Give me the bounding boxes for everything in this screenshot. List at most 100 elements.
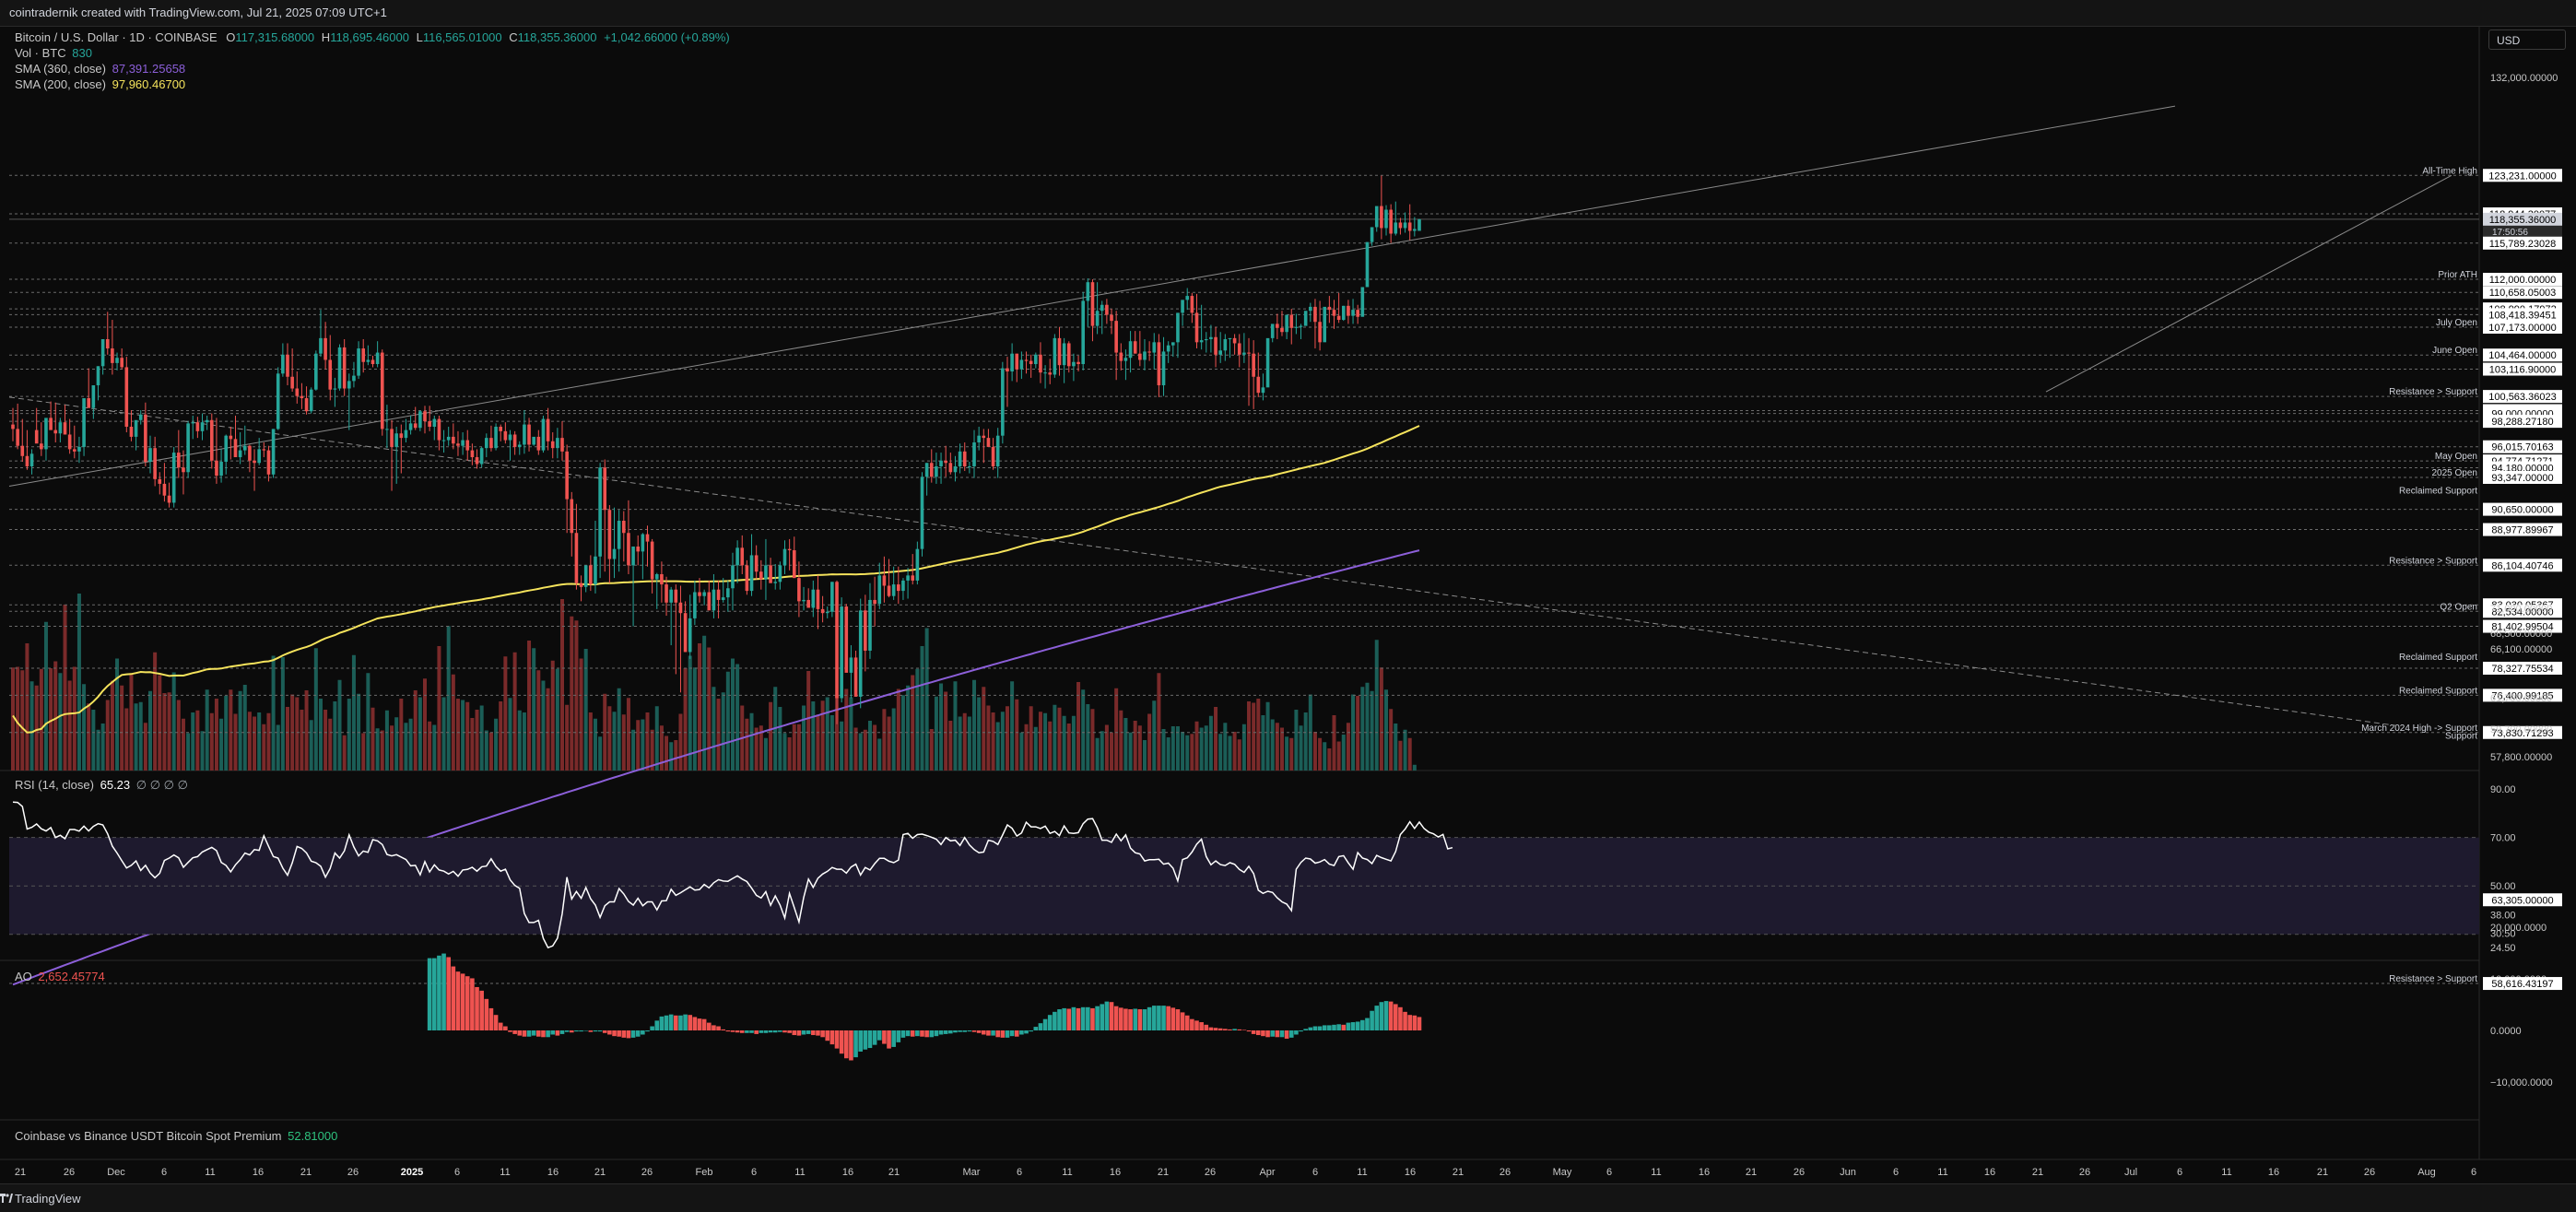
candle-body bbox=[1043, 372, 1047, 374]
ao-bar bbox=[1005, 1030, 1010, 1038]
ao-bar bbox=[1303, 1029, 1308, 1030]
volume-bar bbox=[1137, 725, 1142, 771]
time-tick: 21 bbox=[1746, 1167, 1757, 1178]
volume-bar bbox=[1152, 700, 1157, 771]
ao-bar bbox=[1393, 1004, 1398, 1030]
ao-bar bbox=[843, 1030, 849, 1059]
candle-body bbox=[953, 466, 958, 473]
volume-bar bbox=[612, 712, 617, 771]
volume-bar bbox=[475, 710, 479, 771]
candle-body bbox=[44, 418, 48, 450]
candle-body bbox=[475, 457, 479, 465]
price-label: 81,402.99504 bbox=[2491, 622, 2553, 633]
candle-body bbox=[972, 442, 976, 467]
rsi-tick: 70.00 bbox=[2490, 833, 2516, 844]
ao-bar bbox=[455, 971, 461, 1030]
candle-body bbox=[390, 429, 394, 447]
candle-body bbox=[622, 521, 626, 534]
candle-body bbox=[1332, 310, 1336, 316]
candle-body bbox=[1413, 229, 1417, 231]
volume-bar bbox=[730, 658, 735, 771]
volume-bar bbox=[153, 652, 158, 771]
volume-bar bbox=[219, 718, 224, 771]
volume-bar bbox=[91, 710, 96, 771]
volume-bar bbox=[242, 685, 247, 771]
volume-bar bbox=[900, 695, 905, 771]
candle-body bbox=[1242, 352, 1246, 355]
ao-bar bbox=[1047, 1015, 1053, 1030]
ao-bar bbox=[1355, 1021, 1360, 1030]
candle-body bbox=[49, 418, 53, 430]
candle-body bbox=[1204, 338, 1208, 341]
time-tick: 21 bbox=[2317, 1167, 2328, 1178]
ao-bar bbox=[488, 1007, 494, 1030]
volume-bar bbox=[796, 724, 801, 771]
candle-body bbox=[352, 375, 356, 382]
volume-bar bbox=[1048, 721, 1053, 771]
volume-bar bbox=[43, 621, 48, 771]
ao-bar bbox=[1000, 1030, 1006, 1038]
volume-bar bbox=[991, 712, 995, 771]
tradingview-logo-icon bbox=[0, 1193, 13, 1206]
price-label-bg bbox=[2483, 440, 2562, 453]
ao-bar bbox=[1265, 1030, 1270, 1038]
candle-body bbox=[1270, 324, 1275, 338]
candle-body bbox=[1199, 340, 1204, 343]
time-tick: 26 bbox=[2079, 1167, 2090, 1178]
currency-button[interactable]: USD bbox=[2488, 29, 2566, 50]
price-tick: 71,000.00000 bbox=[2490, 604, 2552, 615]
legend-premium-value: 52.81000 bbox=[288, 1129, 338, 1143]
chart-area[interactable]: All-Time High Prior ATH July Open June Open… bbox=[0, 26, 2576, 1183]
volume-bar bbox=[621, 714, 626, 771]
volume-bar bbox=[1228, 735, 1232, 771]
ao-bar bbox=[976, 1030, 982, 1033]
volume-bar bbox=[432, 724, 437, 771]
candle-body bbox=[129, 426, 134, 437]
price-label: 110,658.05003 bbox=[2489, 288, 2557, 299]
volume-bar bbox=[49, 668, 53, 771]
volume-bar bbox=[1147, 713, 1152, 771]
candle-body bbox=[371, 359, 375, 365]
volume-bar bbox=[806, 671, 811, 771]
volume-bar bbox=[1223, 723, 1228, 771]
price-label: 86,104.40746 bbox=[2491, 560, 2553, 571]
candle-body bbox=[319, 337, 323, 354]
time-tick: 6 bbox=[1893, 1167, 1899, 1178]
candle-body bbox=[100, 338, 105, 367]
ao-bar bbox=[1170, 1007, 1176, 1030]
volume-bar bbox=[11, 667, 15, 771]
candle-body bbox=[1105, 304, 1109, 315]
ao-bar bbox=[626, 1030, 631, 1039]
volume-bar bbox=[958, 716, 962, 771]
candle-body bbox=[948, 463, 953, 473]
volume-bar bbox=[1241, 724, 1246, 771]
price-label-bg bbox=[2483, 688, 2562, 702]
candle-body bbox=[740, 547, 745, 566]
ao-bar bbox=[1157, 1006, 1161, 1030]
candle-body bbox=[1299, 325, 1303, 327]
volume-bar bbox=[716, 699, 721, 771]
candle-body bbox=[594, 556, 597, 585]
ao-bar bbox=[953, 1030, 958, 1033]
ao-bar bbox=[1251, 1030, 1256, 1034]
volume-bar bbox=[494, 718, 499, 771]
candle-body bbox=[72, 449, 76, 452]
candle-body bbox=[224, 435, 229, 463]
price-label-bg bbox=[2483, 661, 2562, 675]
candle-body bbox=[191, 422, 195, 424]
candle-body bbox=[802, 599, 806, 602]
candle-body bbox=[361, 348, 366, 362]
ao-bar bbox=[1095, 1006, 1100, 1030]
annotation-label: June Open bbox=[2432, 346, 2477, 356]
volume-bar bbox=[1265, 701, 1270, 771]
ao-bar bbox=[531, 1030, 536, 1036]
candle-body bbox=[276, 373, 280, 429]
volume-bar bbox=[110, 680, 114, 771]
ao-bar bbox=[692, 1017, 698, 1030]
trendline-descending bbox=[8, 396, 2397, 726]
volume-bar bbox=[58, 673, 63, 771]
volume-bar bbox=[233, 713, 238, 771]
candle-body bbox=[1086, 282, 1090, 301]
candle-body bbox=[1228, 337, 1232, 339]
ao-bar bbox=[645, 1030, 650, 1032]
